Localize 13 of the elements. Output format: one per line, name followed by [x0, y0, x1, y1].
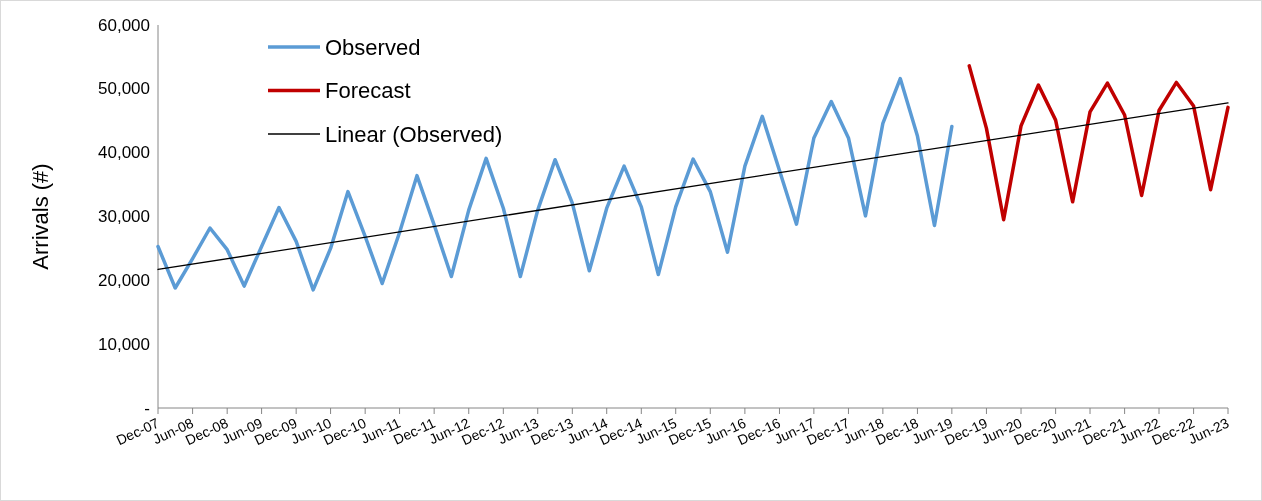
line-series [967, 64, 1230, 222]
y-tick-label: 20,000 [98, 270, 150, 290]
y-tick-label: - [144, 398, 150, 418]
line-series [156, 76, 954, 292]
legend-label: Observed [325, 34, 421, 60]
y-tick-label: 60,000 [98, 15, 150, 35]
legend-label: Linear (Observed) [325, 121, 503, 147]
y-tick-label: 10,000 [98, 334, 150, 354]
y-tick-label: 40,000 [98, 143, 150, 163]
y-tick-label: 30,000 [98, 207, 150, 226]
legend-label: Forecast [325, 78, 411, 104]
y-axis-title: Arrivals (#) [28, 163, 53, 270]
y-tick-label: 50,000 [98, 79, 150, 99]
